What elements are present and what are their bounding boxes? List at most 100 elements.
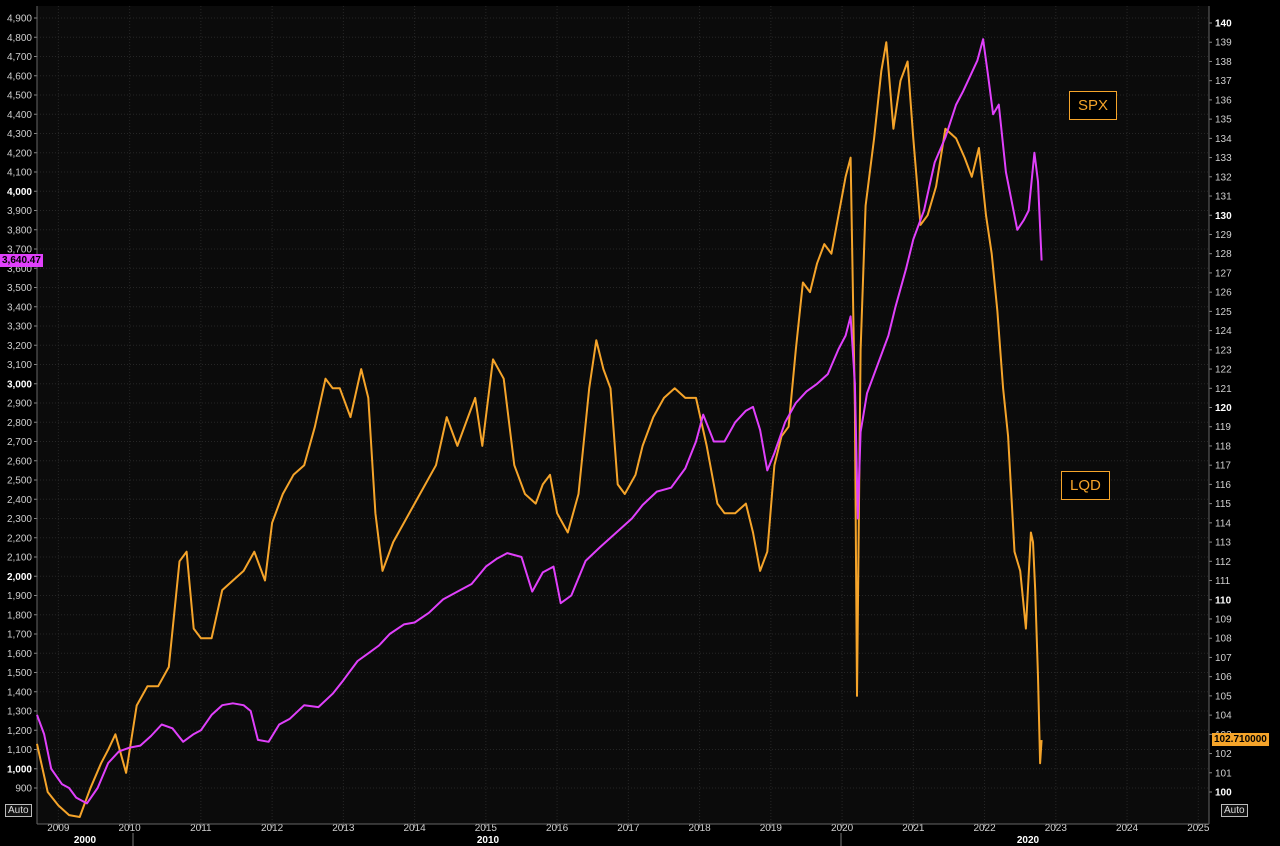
right-tick-label: 122	[1215, 365, 1232, 376]
x-year-label: 2025	[1187, 823, 1210, 834]
left-tick-label: 2,100	[7, 553, 32, 564]
left-tick-label: 4,100	[7, 168, 32, 179]
right-tick-label: 105	[1215, 691, 1232, 702]
right-tick-label: 100	[1215, 788, 1232, 799]
x-year-label: 2019	[760, 823, 783, 834]
right-tick-label: 133	[1215, 153, 1232, 164]
right-tick-label: 114	[1215, 518, 1231, 529]
right-tick-label: 109	[1215, 614, 1232, 625]
right-tick-label: 118	[1215, 441, 1231, 452]
left-tick-label: 3,100	[7, 360, 32, 371]
left-tick-label: 4,500	[7, 91, 32, 102]
left-tick-label: 4,800	[7, 33, 32, 44]
period-label: 2010	[477, 835, 500, 846]
right-tick-label: 121	[1215, 384, 1232, 395]
left-tick-label: 2,500	[7, 476, 32, 487]
left-tick-label: 3,800	[7, 225, 32, 236]
left-tick-label: 1,800	[7, 610, 32, 621]
left-tick-label: 3,000	[7, 379, 32, 390]
left-tick-label: 2,800	[7, 418, 32, 429]
current-value-left-tag: 3,640.47	[0, 254, 43, 267]
right-tick-label: 128	[1215, 249, 1232, 260]
left-tick-label: 1,500	[7, 668, 32, 679]
right-tick-label: 135	[1215, 115, 1232, 126]
right-axis: 1001011021031041051061071081091101111121…	[1208, 6, 1232, 824]
left-tick-label: 4,300	[7, 129, 32, 140]
right-tick-label: 123	[1215, 345, 1232, 356]
right-tick-label: 115	[1215, 499, 1231, 510]
left-tick-label: 2,600	[7, 456, 32, 467]
left-tick-label: 3,500	[7, 283, 32, 294]
current-value-right-tag: 102.710000	[1212, 733, 1269, 746]
left-tick-label: 3,400	[7, 302, 32, 313]
x-year-label: 2023	[1045, 823, 1068, 834]
right-tick-label: 116	[1215, 480, 1231, 491]
x-year-label: 2017	[617, 823, 640, 834]
left-tick-label: 2,400	[7, 495, 32, 506]
period-label: 2000	[74, 835, 97, 846]
right-tick-label: 112	[1215, 557, 1231, 568]
x-year-label: 2010	[118, 823, 141, 834]
x-year-label: 2020	[831, 823, 854, 834]
right-tick-label: 104	[1215, 711, 1232, 722]
series-line-lqd	[36, 38, 1043, 805]
right-tick-label: 119	[1215, 422, 1231, 433]
left-auto-scale-button[interactable]: Auto	[5, 804, 32, 817]
right-tick-label: 137	[1215, 76, 1232, 87]
left-tick-label: 1,200	[7, 726, 32, 737]
x-year-label: 2016	[546, 823, 569, 834]
left-tick-label: 1,000	[7, 764, 32, 775]
left-tick-label: 2,900	[7, 399, 32, 410]
left-tick-label: 1,300	[7, 707, 32, 718]
right-tick-label: 106	[1215, 672, 1232, 683]
x-year-label: 2009	[47, 823, 70, 834]
right-tick-label: 139	[1215, 38, 1232, 49]
right-tick-label: 107	[1215, 653, 1232, 664]
left-tick-label: 3,300	[7, 322, 32, 333]
plot-area	[37, 6, 1209, 824]
right-tick-label: 140	[1215, 19, 1232, 30]
x-axis: 2009 2010 2011 2012 2013 2014 2015 2016 2017 2018…	[37, 823, 1210, 846]
left-tick-label: 4,200	[7, 148, 32, 159]
left-tick-label: 2,700	[7, 437, 32, 448]
left-tick-label: 3,200	[7, 341, 32, 352]
left-tick-label: 3,600	[7, 264, 32, 275]
right-tick-label: 130	[1215, 211, 1232, 222]
x-year-label: 2015	[475, 823, 498, 834]
series-line-spx	[36, 41, 1043, 818]
right-tick-label: 127	[1215, 268, 1232, 279]
right-tick-label: 136	[1215, 95, 1232, 106]
left-tick-label: 1,700	[7, 630, 32, 641]
x-year-label: 2013	[332, 823, 355, 834]
left-tick-label: 4,000	[7, 187, 32, 198]
x-year-label: 2014	[403, 823, 426, 834]
right-tick-label: 101	[1215, 768, 1232, 779]
right-tick-label: 102	[1215, 749, 1232, 760]
left-tick-label: 4,900	[7, 14, 32, 25]
right-tick-label: 120	[1215, 403, 1232, 414]
right-tick-label: 113	[1215, 538, 1231, 549]
right-tick-label: 132	[1215, 172, 1232, 183]
right-tick-label: 117	[1215, 461, 1231, 472]
right-auto-scale-button[interactable]: Auto	[1221, 804, 1248, 817]
left-tick-label: 4,700	[7, 52, 32, 63]
legend-spx: SPX	[1069, 91, 1118, 120]
right-tick-label: 111	[1215, 576, 1231, 587]
right-tick-label: 108	[1215, 634, 1232, 645]
left-tick-label: 1,900	[7, 591, 32, 602]
right-tick-label: 129	[1215, 230, 1232, 241]
left-tick-label: 3,700	[7, 245, 32, 256]
left-tick-label: 1,600	[7, 649, 32, 660]
x-year-label: 2012	[261, 823, 284, 834]
right-tick-label: 125	[1215, 307, 1232, 318]
left-tick-label: 2,200	[7, 533, 32, 544]
left-tick-label: 4,600	[7, 71, 32, 82]
left-tick-label: 2,300	[7, 514, 32, 525]
x-year-label: 2022	[973, 823, 996, 834]
x-year-label: 2021	[902, 823, 925, 834]
right-tick-label: 124	[1215, 326, 1232, 337]
left-axis: 900 1,000 1,100 1,200 1,300 1,400 1,500 1,600 1,…	[7, 6, 38, 824]
right-tick-label: 131	[1215, 192, 1232, 203]
left-tick-label: 3,900	[7, 206, 32, 217]
